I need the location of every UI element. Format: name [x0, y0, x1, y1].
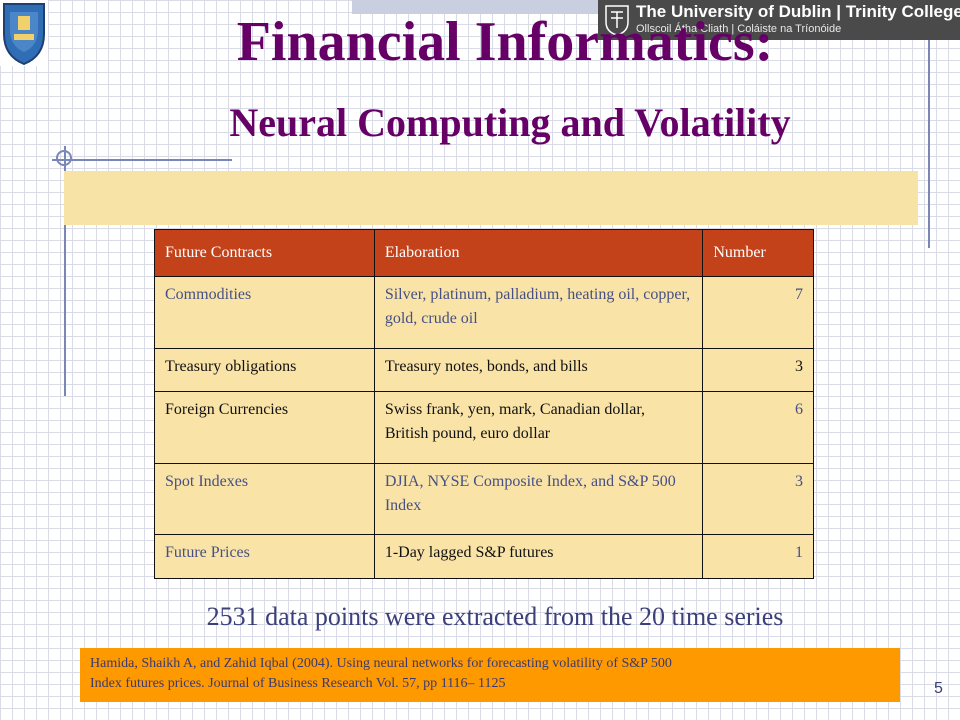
column-header: Elaboration [373, 229, 704, 277]
university-name: The University of Dublin | Trinity Colle… [636, 2, 960, 21]
university-name-irish: Ollscoil Átha Cliath | Coláiste na Tríon… [636, 23, 842, 35]
table-cell: 6 [702, 391, 814, 464]
reference-box: Hamida, Shaikh A, and Zahid Iqbal (2004)… [80, 648, 900, 702]
table-cell: DJIA, NYSE Composite Index, and S&P 500 … [373, 462, 704, 536]
decorative-line [64, 146, 66, 396]
table-cell: 3 [702, 462, 814, 536]
column-header: Number [702, 229, 814, 277]
table-cell: 3 [702, 347, 814, 393]
highlight-band [64, 171, 918, 225]
table-cell: Swiss frank, yen, mark, Canadian dollar,… [373, 391, 704, 464]
future-contracts-table: Future Contracts Elaboration Number Comm… [154, 229, 814, 579]
table-cell: Spot Indexes [154, 462, 375, 536]
table-cell: Silver, platinum, palladium, heating oil… [373, 276, 704, 349]
header-strip [352, 0, 600, 14]
table-cell: Treasury obligations [154, 347, 375, 393]
table-cell: 1 [702, 534, 814, 579]
university-banner: The University of Dublin | Trinity Colle… [598, 0, 960, 40]
reference-line: Index futures prices. Journal of Busines… [90, 676, 506, 691]
university-crest-icon [0, 0, 48, 66]
data-points-note: 2531 data points were extracted from the… [206, 602, 784, 631]
slide-title: Financial Informatics: [236, 11, 774, 73]
table-header-row: Future Contracts Elaboration Number [154, 229, 814, 277]
trinity-logo-icon [604, 4, 630, 41]
table-row: Commodities Silver, platinum, palladium,… [154, 276, 814, 349]
table-row: Foreign Currencies Swiss frank, yen, mar… [154, 391, 814, 464]
slide-subtitle: Neural Computing and Volatility [229, 100, 791, 145]
page-number: 5 [934, 680, 943, 697]
table-cell: Future Prices [154, 534, 375, 579]
table-cell: 1-Day lagged S&P futures [373, 534, 704, 579]
column-header: Future Contracts [154, 229, 375, 277]
table-cell: Treasury notes, bonds, and bills [373, 347, 704, 393]
table-cell: Commodities [154, 276, 375, 349]
table-row: Treasury obligations Treasury notes, bon… [154, 347, 814, 393]
table-row: Spot Indexes DJIA, NYSE Composite Index,… [154, 462, 814, 536]
decorative-line [928, 40, 930, 248]
reference-line: Hamida, Shaikh A, and Zahid Iqbal (2004)… [90, 656, 672, 671]
decorative-line [52, 159, 232, 161]
decorative-circle [56, 150, 72, 166]
table-cell: Foreign Currencies [154, 391, 375, 464]
table-row: Future Prices 1-Day lagged S&P futures 1 [154, 534, 814, 579]
table-cell: 7 [702, 276, 814, 349]
